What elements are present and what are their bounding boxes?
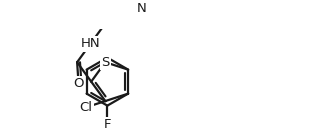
- Text: N: N: [137, 2, 147, 15]
- Text: O: O: [73, 77, 84, 90]
- Text: F: F: [104, 118, 111, 131]
- Text: S: S: [101, 56, 109, 69]
- Text: HN: HN: [81, 37, 100, 50]
- Text: Cl: Cl: [80, 101, 93, 114]
